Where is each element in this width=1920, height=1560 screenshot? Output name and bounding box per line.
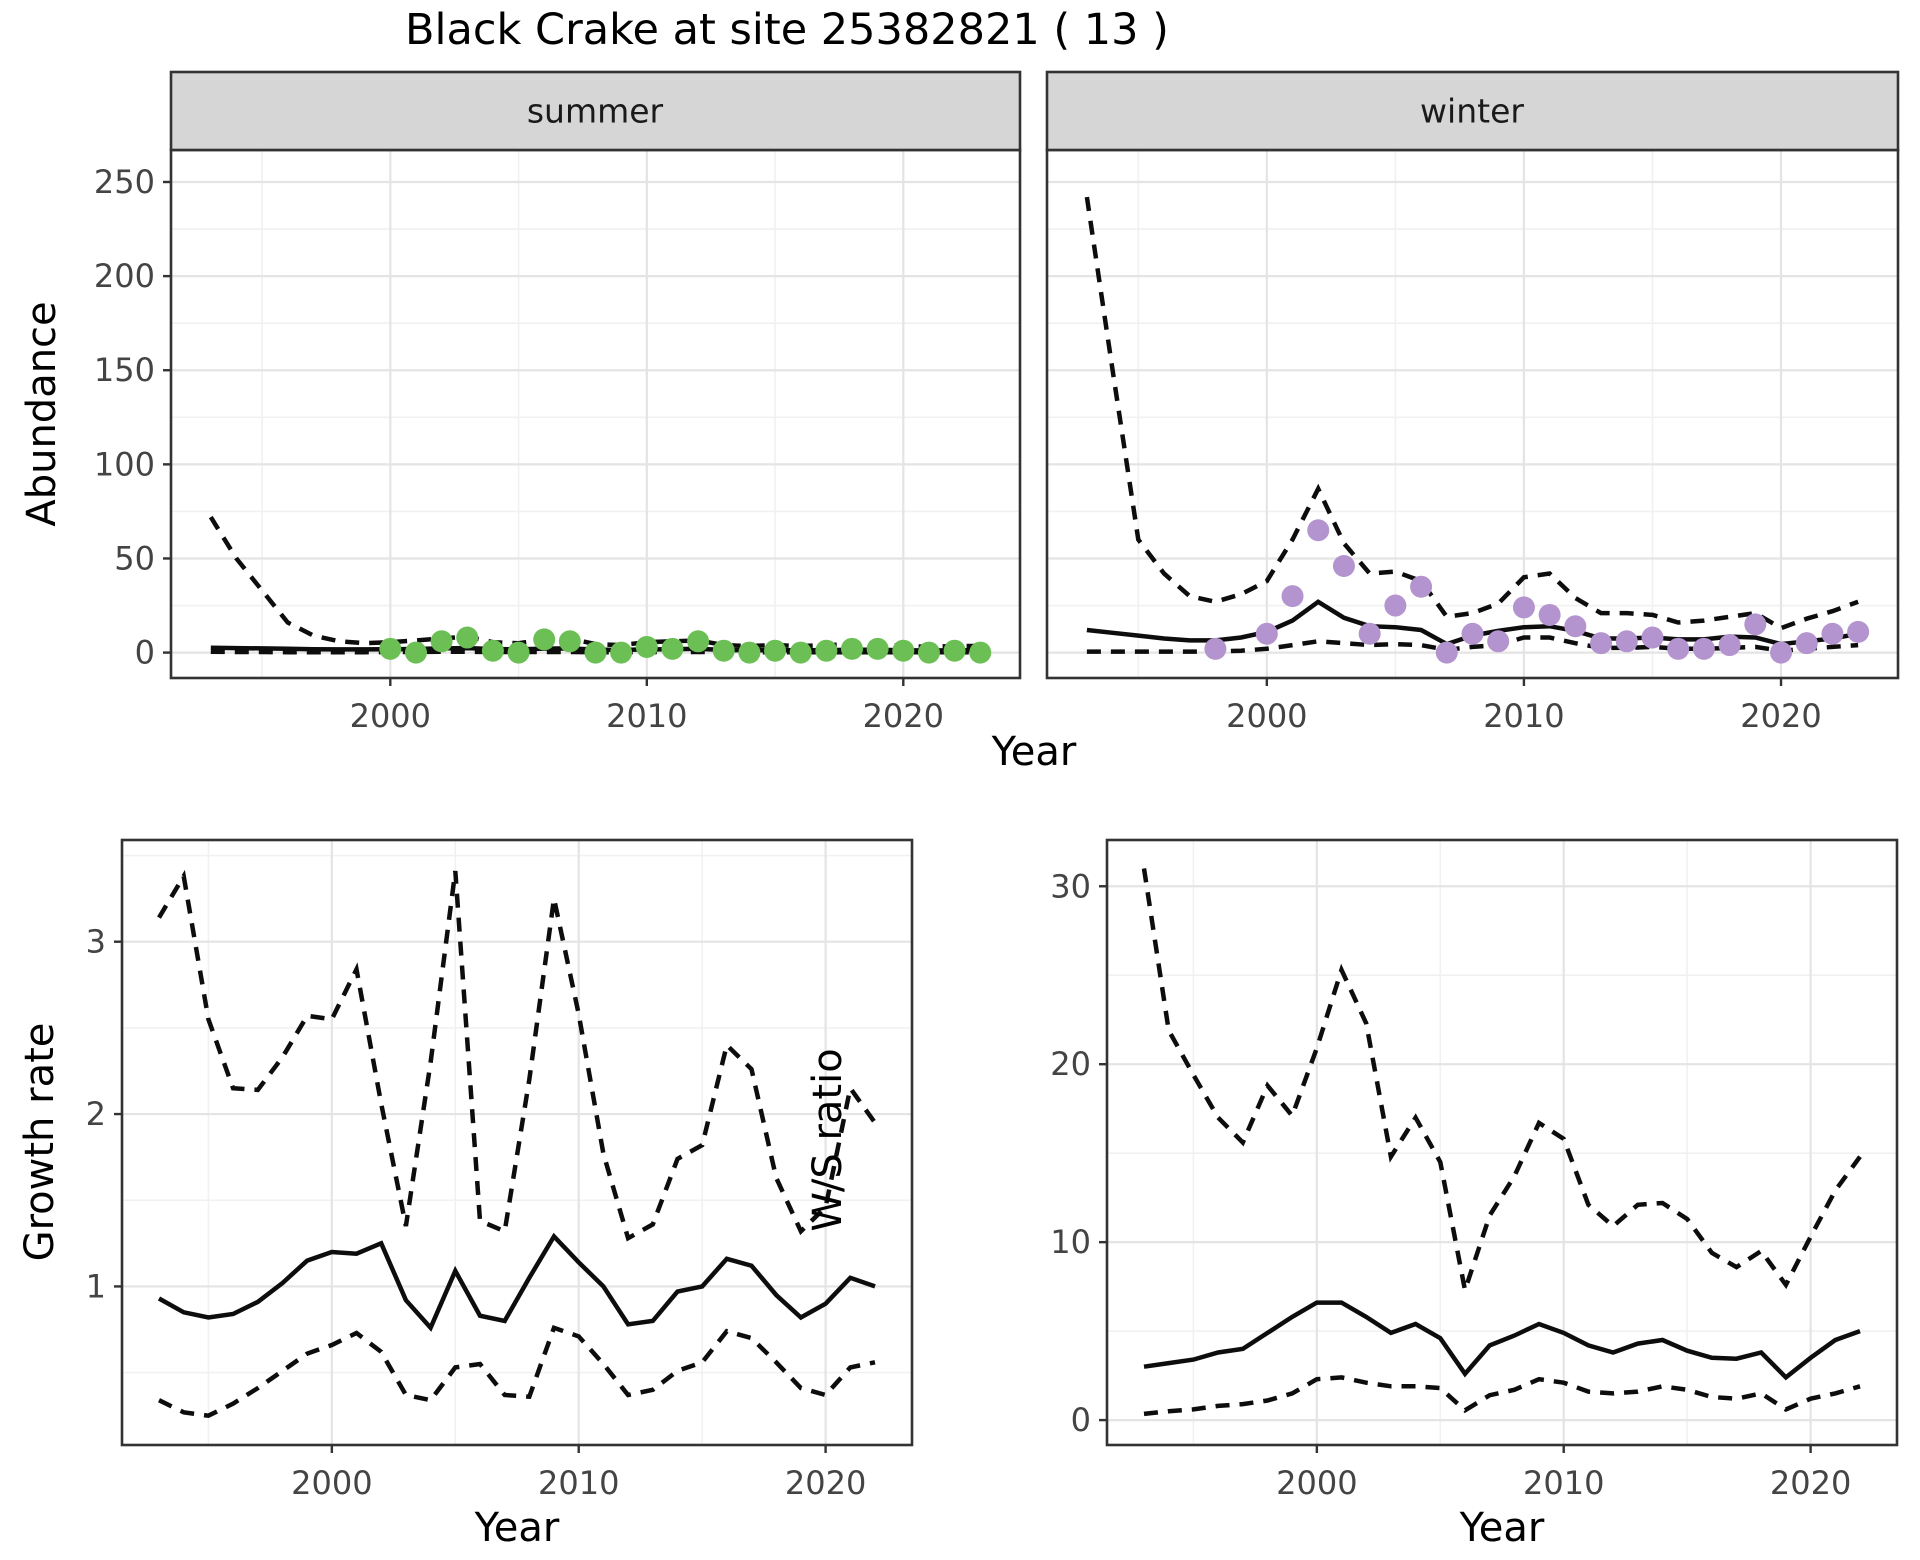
facet-label-summer: summer bbox=[526, 91, 664, 131]
svg-text:2000: 2000 bbox=[1226, 697, 1307, 735]
svg-text:2000: 2000 bbox=[291, 1464, 372, 1502]
svg-text:0: 0 bbox=[135, 634, 155, 672]
svg-text:2020: 2020 bbox=[863, 697, 944, 735]
svg-text:2000: 2000 bbox=[1276, 1464, 1357, 1502]
y-axis-title-growth-rate: Growth rate bbox=[17, 1022, 63, 1262]
svg-text:3: 3 bbox=[86, 923, 106, 961]
svg-text:2010: 2010 bbox=[1523, 1464, 1604, 1502]
svg-text:1: 1 bbox=[86, 1267, 106, 1305]
svg-text:2: 2 bbox=[86, 1095, 106, 1133]
svg-text:20: 20 bbox=[1050, 1045, 1091, 1083]
svg-text:0: 0 bbox=[1071, 1401, 1091, 1439]
chart-title: Black Crake at site 25382821 ( 13 ) bbox=[405, 5, 1169, 55]
svg-text:200: 200 bbox=[94, 257, 155, 295]
svg-text:250: 250 bbox=[94, 163, 155, 201]
svg-text:30: 30 bbox=[1050, 867, 1091, 905]
svg-text:2000: 2000 bbox=[350, 697, 431, 735]
x-axis-title-top: Year bbox=[991, 729, 1077, 775]
x-axis-title-ws-ratio: Year bbox=[1459, 1505, 1545, 1551]
svg-text:2020: 2020 bbox=[785, 1464, 866, 1502]
svg-text:100: 100 bbox=[94, 445, 155, 483]
y-axis-title-ws-ratio: W/S ratio bbox=[805, 1048, 851, 1232]
x-axis-title-growth-rate: Year bbox=[474, 1505, 560, 1551]
svg-text:2020: 2020 bbox=[1770, 1464, 1851, 1502]
svg-text:150: 150 bbox=[94, 351, 155, 389]
svg-text:2010: 2010 bbox=[538, 1464, 619, 1502]
svg-text:2020: 2020 bbox=[1740, 697, 1821, 735]
svg-text:10: 10 bbox=[1050, 1223, 1091, 1261]
svg-text:2010: 2010 bbox=[606, 697, 687, 735]
svg-text:50: 50 bbox=[114, 539, 155, 577]
y-axis-title-abundance: Abundance bbox=[19, 301, 65, 527]
svg-text:2010: 2010 bbox=[1483, 697, 1564, 735]
facet-label-winter: winter bbox=[1420, 91, 1524, 131]
